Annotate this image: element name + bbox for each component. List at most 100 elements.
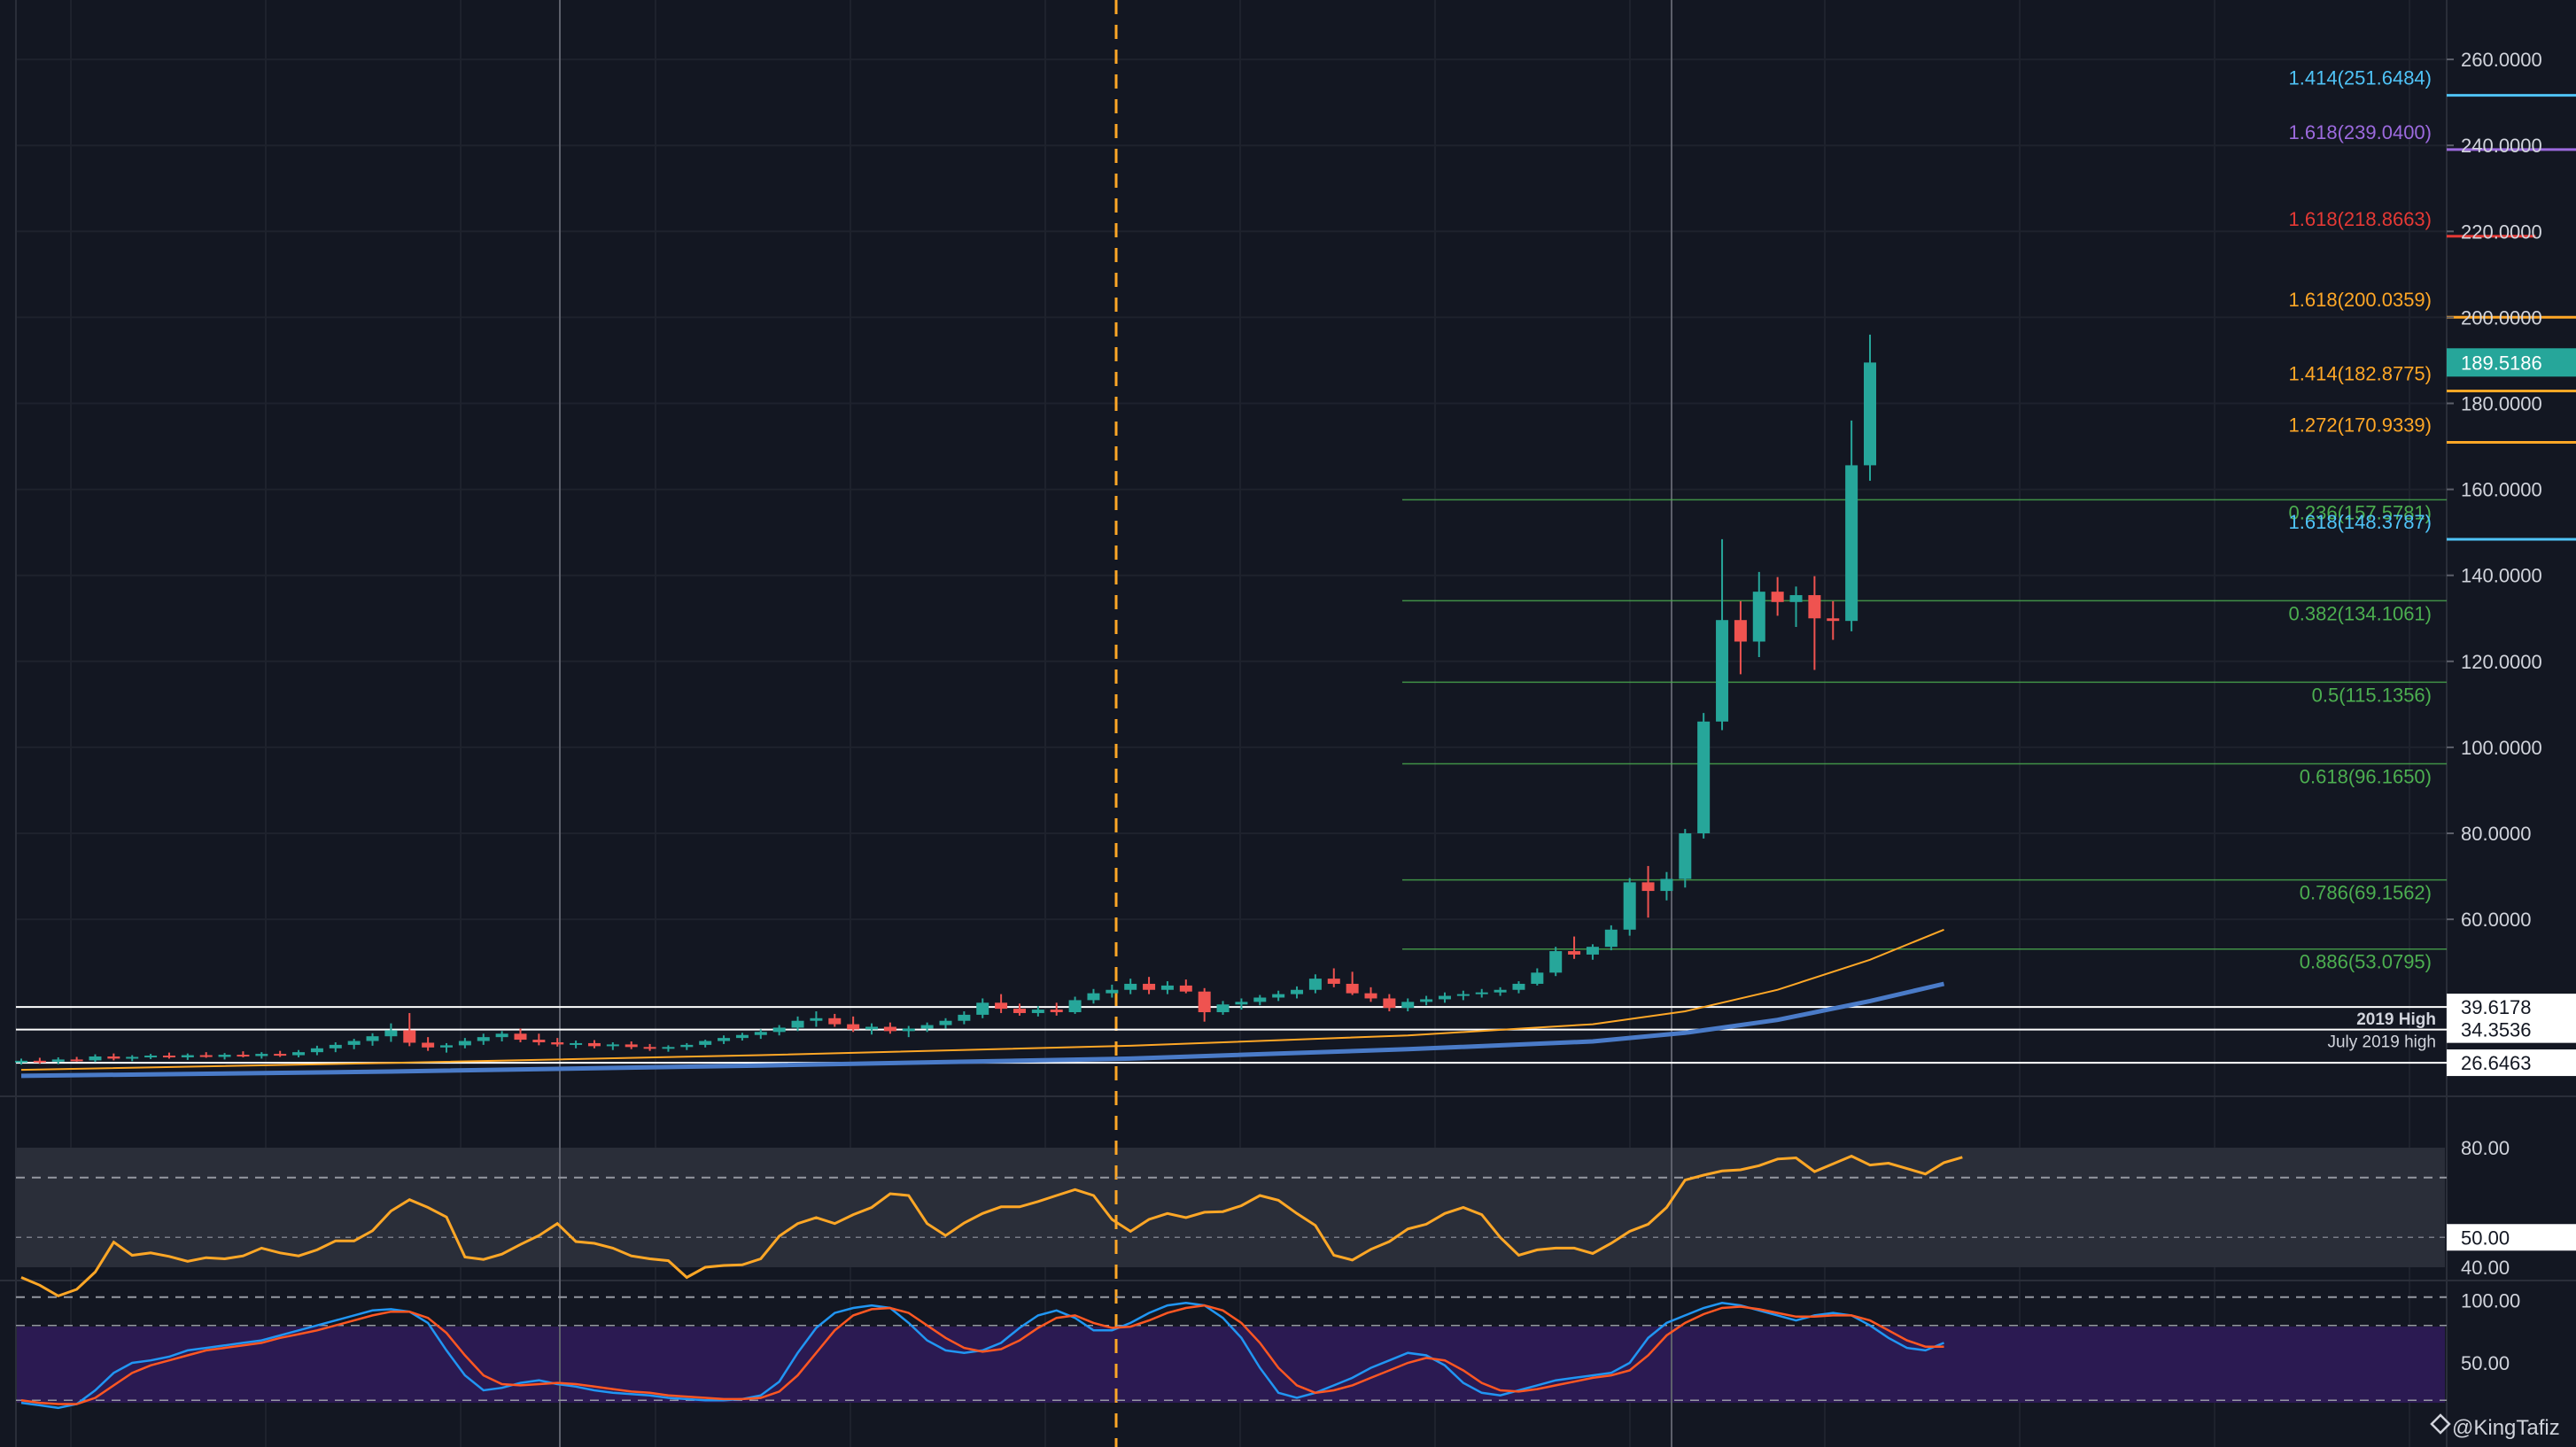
level-price-label: 26.6463	[2461, 1052, 2532, 1074]
candle-body	[422, 1042, 435, 1048]
candle-body	[828, 1018, 842, 1025]
price-tick-label: 240.0000	[2461, 135, 2542, 157]
current-price-label: 189.5186	[2461, 352, 2542, 374]
candle-body	[1050, 1010, 1063, 1012]
candle-body	[255, 1054, 268, 1056]
stoch-rsi-pane	[16, 1302, 2447, 1410]
candle-body	[958, 1014, 971, 1021]
candle-body	[1827, 618, 1840, 622]
candle-body	[1216, 1004, 1230, 1012]
candle-body	[1771, 592, 1784, 602]
candle-body	[718, 1038, 731, 1041]
candle-body	[107, 1056, 120, 1059]
level-price-box	[2447, 1049, 2576, 1077]
candle-body	[883, 1026, 896, 1032]
price-tick-label: 160.0000	[2461, 479, 2542, 501]
candle-body	[384, 1030, 398, 1037]
candle-body	[1716, 620, 1729, 722]
candle-body	[292, 1052, 306, 1056]
candle-body	[218, 1055, 231, 1057]
candle-body	[70, 1059, 83, 1062]
candle-body	[440, 1045, 454, 1048]
price-tick-label: 180.0000	[2461, 393, 2542, 415]
candle-body	[1364, 993, 1377, 999]
candle-body	[1124, 983, 1137, 990]
candle-body	[920, 1025, 934, 1029]
candle-body	[15, 1060, 27, 1063]
candle-body	[1272, 994, 1285, 998]
candle-body	[606, 1044, 619, 1047]
candle-body	[1291, 989, 1304, 994]
price-tick-label: 220.0000	[2461, 221, 2542, 243]
rsi-tick-label: 80.00	[2461, 1137, 2510, 1159]
stoch-tick-label: 100.00	[2461, 1290, 2520, 1312]
price-tick-label: 100.0000	[2461, 737, 2542, 759]
fib-retracement-label: 0.5(115.1356)	[2312, 684, 2432, 706]
fib-retracement-label: 0.236(157.5781)	[2289, 501, 2432, 523]
moving-averages	[20, 928, 1945, 1079]
candle-body	[1179, 985, 1192, 992]
level-price-box	[2447, 1016, 2576, 1043]
fib-extension-label: 1.414(251.6484)	[2289, 67, 2432, 89]
candle-body	[680, 1044, 694, 1048]
fib-extension-label: 1.618(218.8663)	[2289, 208, 2432, 230]
price-tick-label: 60.0000	[2461, 909, 2532, 931]
candle-body	[1308, 979, 1322, 990]
level-price-box	[2447, 994, 2576, 1021]
fib-extension-label: 1.618(239.0400)	[2289, 121, 2432, 143]
stoch-band	[16, 1327, 2445, 1403]
fib-retracement-label: 0.786(69.1562)	[2300, 882, 2432, 904]
candle-body	[1346, 983, 1359, 994]
candle-body	[1383, 998, 1396, 1009]
candle-body	[1586, 947, 1599, 955]
candle-body	[1143, 983, 1156, 990]
candle-body	[532, 1040, 546, 1042]
candle-body	[1420, 999, 1433, 1002]
candle-body	[1253, 997, 1267, 1002]
tradingview-icon	[2430, 1413, 2451, 1435]
fib-extension-label: 1.272(170.9339)	[2289, 414, 2432, 437]
candle-body	[51, 1059, 65, 1062]
price-axis[interactable]: 260.0000 240.0000 220.0000 200.0000 180.0000…	[2447, 49, 2576, 1374]
candles	[15, 334, 1876, 1065]
candle-body	[1641, 882, 1655, 892]
current-price-box	[2447, 348, 2576, 377]
candle-body	[181, 1055, 194, 1057]
candle-body	[310, 1048, 323, 1053]
candle-body	[237, 1055, 250, 1057]
watermark: @KingTafiz	[2452, 1416, 2560, 1440]
candle-body	[1789, 595, 1803, 602]
vertical-lines	[559, 0, 1672, 1447]
candle-body	[1106, 989, 1119, 994]
candle-body	[662, 1047, 675, 1049]
candle-body	[1679, 833, 1692, 879]
horizontal-level-label: July 2019 high	[2327, 1033, 2436, 1052]
level-price-label: 34.3536	[2461, 1019, 2532, 1041]
candle-body	[754, 1032, 767, 1035]
candle-body	[939, 1020, 952, 1025]
candle-body	[89, 1056, 102, 1061]
candle-body	[514, 1033, 527, 1041]
candle-body	[1160, 985, 1174, 990]
candle-body	[1549, 951, 1563, 973]
candle-body	[1494, 989, 1507, 993]
rsi-band	[16, 1148, 2445, 1267]
candle-body	[199, 1055, 213, 1057]
rsi-current-box	[2447, 1224, 2576, 1251]
candle-body	[772, 1027, 786, 1033]
candle-body	[1604, 929, 1618, 948]
price-tick-label: 140.0000	[2461, 565, 2542, 587]
price-tick-label: 260.0000	[2461, 49, 2542, 71]
fib-retracement-label: 0.618(96.1650)	[2300, 766, 2432, 788]
candle-body	[865, 1026, 879, 1030]
candle-body	[1864, 362, 1876, 466]
candle-body	[570, 1042, 583, 1045]
candle-body	[995, 1002, 1008, 1010]
candle-body	[162, 1056, 175, 1058]
candle-body	[847, 1024, 860, 1030]
candle-body	[144, 1056, 158, 1058]
candle-body	[1660, 878, 1673, 892]
candle-body	[1845, 465, 1858, 622]
